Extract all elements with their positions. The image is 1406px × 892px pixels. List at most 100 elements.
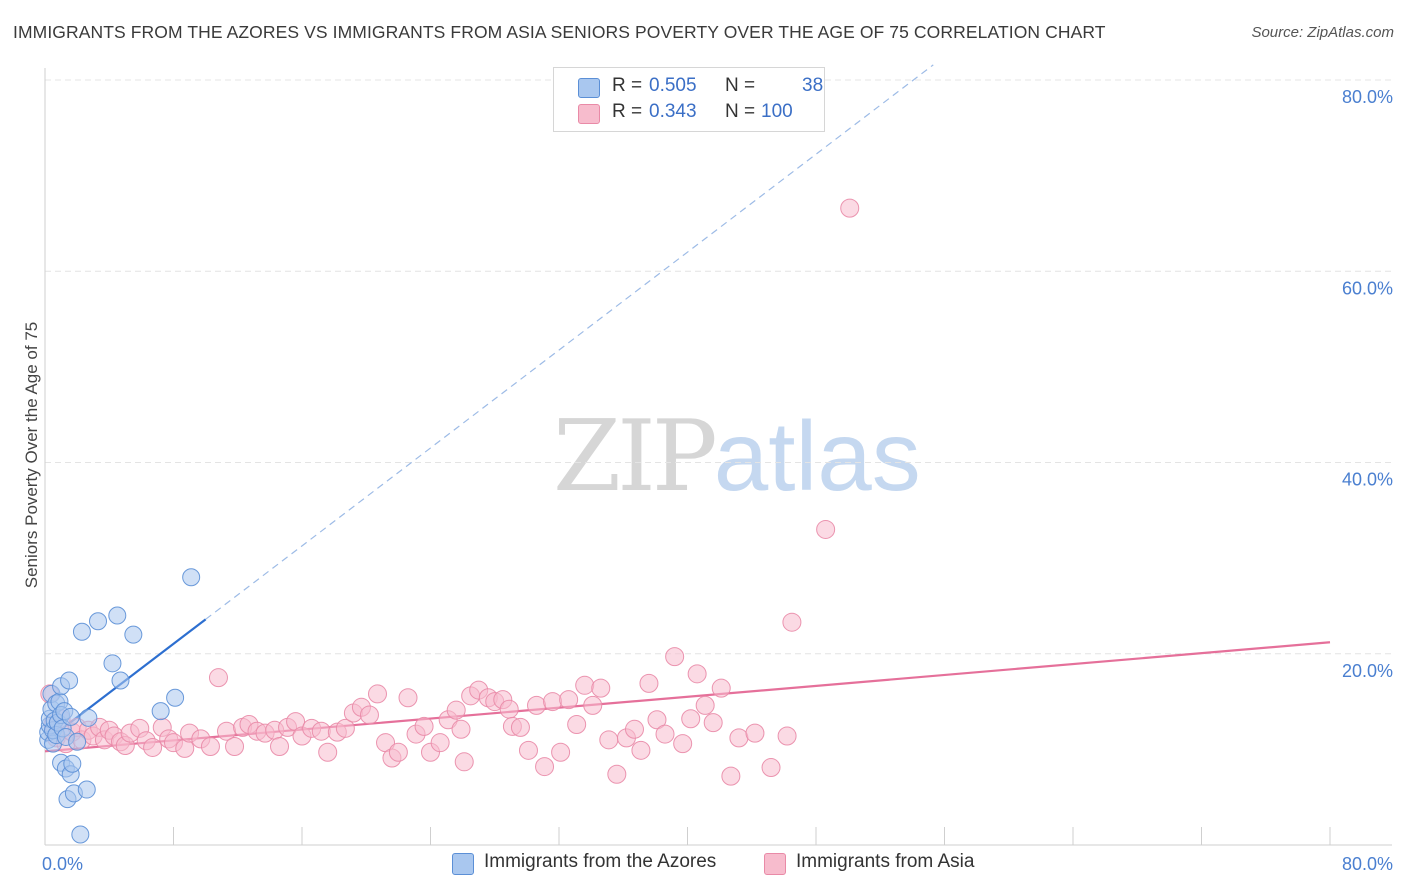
legend-r-label: R =: [612, 101, 643, 122]
legend-r-label: R =: [612, 75, 643, 96]
point-asia: [840, 198, 860, 218]
bottom-legend-label-azores: Immigrants from the Azores: [484, 851, 717, 872]
point-azores: [77, 780, 96, 799]
point-asia: [816, 519, 836, 539]
point-asia: [711, 678, 731, 698]
legend-n-label: N =: [725, 101, 756, 122]
point-azores: [89, 612, 108, 631]
x-tick-label: 0.0%: [42, 854, 83, 874]
point-asia: [143, 737, 163, 757]
point-asia: [575, 675, 595, 695]
point-asia: [695, 695, 715, 715]
y-tick-label: 60.0%: [1342, 278, 1393, 298]
data-points: [39, 198, 860, 844]
point-azores: [68, 732, 87, 751]
point-asia: [721, 766, 741, 786]
point-asia: [446, 700, 466, 720]
y-tick-label: 80.0%: [1342, 87, 1393, 107]
point-asia: [761, 758, 781, 778]
source-credit: Source: ZipAtlas.com: [1251, 24, 1394, 41]
legend-r-value: 0.505: [649, 75, 697, 96]
point-azores: [166, 688, 185, 707]
point-asia: [583, 695, 603, 715]
point-asia: [551, 742, 571, 762]
chart-title: IMMIGRANTS FROM THE AZORES VS IMMIGRANTS…: [13, 22, 1106, 42]
point-asia: [745, 723, 765, 743]
grid-lines: [45, 79, 1392, 655]
point-asia: [591, 678, 611, 698]
y-tick-label: 40.0%: [1342, 470, 1393, 490]
bottom-legend-label-asia: Immigrants from Asia: [796, 851, 975, 872]
point-asia: [359, 705, 379, 725]
legend-r-value: 0.343: [649, 101, 697, 122]
point-asia: [451, 719, 471, 739]
point-asia: [543, 692, 563, 712]
bottom-legend-swatch-asia: [764, 853, 786, 875]
point-azores: [103, 654, 122, 673]
point-asia: [367, 684, 387, 704]
legend-n-value: 100: [761, 101, 793, 122]
point-asia: [270, 737, 290, 757]
point-azores: [79, 708, 98, 727]
axis-labels: 20.0% 40.0% 60.0% 80.0% 0.0% 80.0% Seniors Pov…: [22, 87, 1393, 874]
point-asia: [454, 752, 474, 772]
point-azores: [72, 622, 91, 641]
point-asia: [225, 737, 245, 757]
point-asia: [655, 724, 675, 744]
point-asia: [430, 733, 450, 753]
point-azores: [61, 707, 80, 726]
point-asia: [208, 668, 228, 688]
point-asia: [647, 710, 667, 730]
bottom-legend-swatch-azores: [452, 853, 474, 875]
point-asia: [665, 647, 685, 667]
point-asia: [518, 740, 538, 760]
point-asia: [499, 699, 519, 719]
point-asia: [687, 664, 707, 684]
point-asia: [559, 690, 579, 710]
stats-legend: R = 0.505 N = 38 R = 0.343 N = 100: [553, 67, 825, 132]
point-asia: [599, 730, 619, 750]
x-tick-label: 80.0%: [1342, 854, 1393, 874]
point-azores: [108, 606, 127, 625]
point-asia: [535, 757, 555, 777]
point-azores: [63, 754, 82, 773]
legend-n-value: 38: [802, 75, 824, 96]
trend-lines: [44, 64, 1331, 753]
point-asia: [335, 718, 355, 738]
legend-n-label: N =: [725, 75, 756, 96]
point-asia: [673, 734, 693, 754]
point-azores: [124, 625, 143, 644]
point-asia: [398, 688, 418, 708]
point-azores: [151, 702, 170, 721]
point-asia: [311, 721, 331, 741]
point-asia: [703, 713, 723, 733]
point-asia: [414, 716, 434, 736]
point-asia: [729, 728, 749, 748]
point-asia: [607, 764, 627, 784]
point-azores: [182, 568, 201, 587]
point-asia: [782, 612, 802, 632]
point-azores: [71, 825, 90, 844]
point-asia: [527, 695, 547, 715]
point-asia: [624, 719, 644, 739]
point-asia: [200, 737, 220, 757]
point-asia: [318, 742, 338, 762]
point-asia: [567, 715, 587, 735]
watermark-atlas: atlas: [713, 401, 921, 511]
point-asia: [631, 740, 651, 760]
point-asia: [388, 742, 408, 762]
trend-line-azores-extension: [205, 64, 934, 620]
point-asia: [777, 726, 797, 746]
point-asia: [639, 673, 659, 693]
point-azores: [111, 671, 130, 690]
y-tick-label: 20.0%: [1342, 661, 1393, 681]
legend-swatch-asia: [578, 104, 600, 124]
watermark-zip: ZIP: [553, 400, 718, 514]
point-asia: [510, 717, 530, 737]
legend-swatch-azores: [578, 78, 600, 98]
point-azores: [60, 671, 79, 690]
point-asia: [681, 709, 701, 729]
y-axis-label: Seniors Poverty Over the Age of 75: [22, 322, 41, 588]
watermark: ZIPatlas: [553, 400, 921, 514]
